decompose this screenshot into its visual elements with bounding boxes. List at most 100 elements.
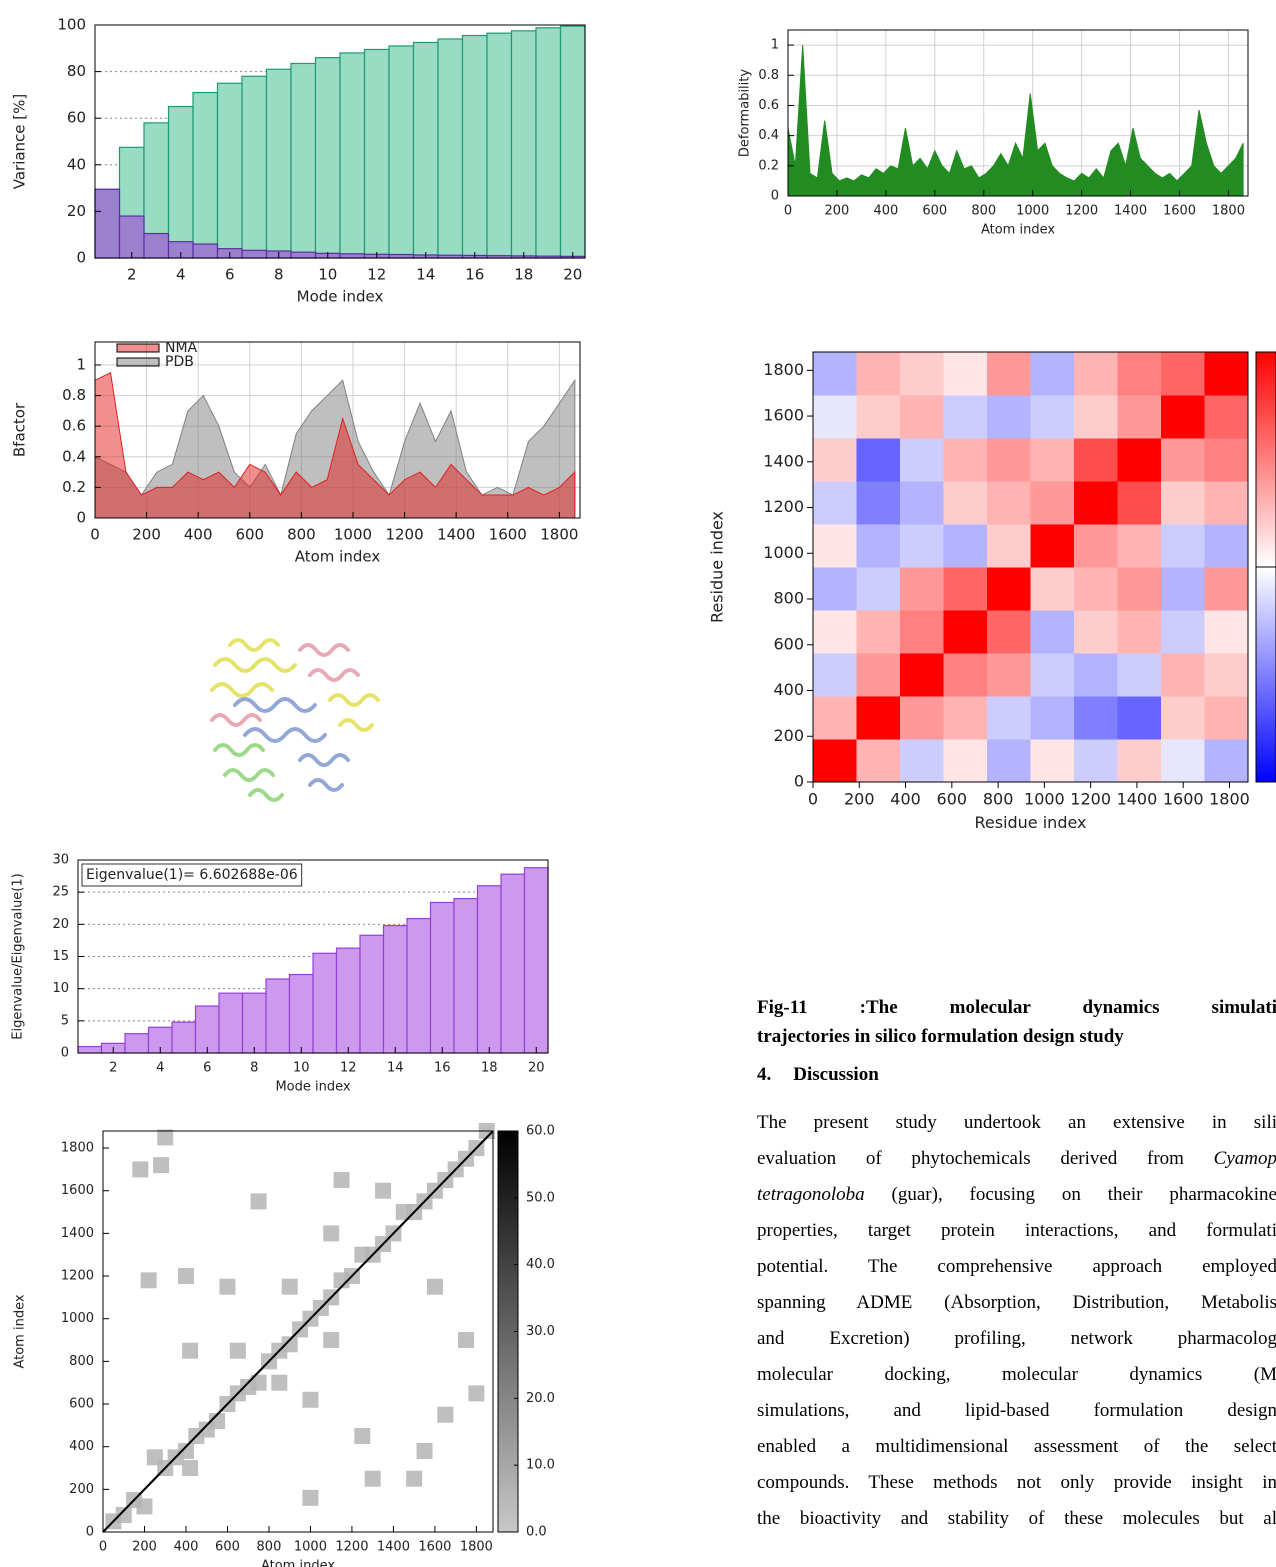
x-tick-label: 8: [274, 266, 284, 284]
heatmap-cell: [900, 567, 944, 611]
bar: [339, 253, 366, 259]
y-tick-label: 0: [86, 1525, 94, 1540]
point: [140, 1272, 157, 1289]
y-tick-label: 1400: [61, 1226, 94, 1241]
x-axis-label: Atom index: [261, 1558, 335, 1567]
text-line: properties, target protein interactions,…: [757, 1213, 1276, 1249]
y-tick-label: 20: [52, 917, 69, 932]
heatmap-cell: [1204, 739, 1249, 783]
colorbar-tick-label: 30.0: [526, 1324, 555, 1339]
heatmap-cell: [856, 653, 901, 697]
point: [468, 1385, 485, 1402]
text-line: simulations, and lipid-based formulation…: [757, 1393, 1276, 1429]
legend-label: PDB: [165, 354, 194, 370]
y-tick-label: 200: [69, 1482, 94, 1497]
x-tick-label: 1000: [294, 1540, 327, 1555]
x-tick-label: 12: [340, 1061, 357, 1076]
point: [458, 1332, 475, 1349]
species-name: tetragonoloba: [757, 1184, 865, 1205]
bar: [535, 27, 562, 259]
bar: [437, 38, 464, 259]
y-tick-label: 0: [76, 509, 86, 527]
point: [115, 1506, 132, 1523]
bar: [461, 34, 488, 259]
heatmap-cell: [987, 610, 1031, 654]
bar: [453, 897, 479, 1054]
heatmap-cell: [1074, 653, 1118, 697]
point: [146, 1449, 163, 1466]
plot-frame: [102, 1130, 494, 1533]
heatmap-cell: [1117, 481, 1162, 525]
y-tick-label: 1200: [763, 497, 804, 516]
heatmap-cell: [1161, 739, 1205, 783]
text: The present study undertook an extensive…: [757, 1112, 1276, 1133]
y-tick-label: 0: [771, 189, 779, 204]
x-tick-label: 20: [563, 266, 582, 284]
heatmap-cell: [813, 524, 857, 568]
heatmap-cell: [900, 653, 944, 697]
heatmap-cell: [943, 739, 988, 783]
x-tick-label: 200: [132, 526, 161, 544]
heatmap-cell: [900, 739, 944, 783]
x-tick-label: 0: [808, 790, 818, 809]
heatmap-cell: [1074, 352, 1118, 396]
x-tick-label: 2: [109, 1061, 117, 1076]
heatmap-cell: [987, 352, 1031, 396]
diagonal-line: [102, 1130, 494, 1533]
y-tick-label: 100: [57, 16, 86, 34]
bar: [314, 57, 341, 259]
bar: [412, 41, 439, 259]
bar: [124, 1033, 150, 1054]
heatmap-cell: [1117, 567, 1162, 611]
bar: [241, 992, 267, 1054]
x-tick-label: 6: [203, 1061, 211, 1076]
heatmap-cell: [1161, 438, 1205, 482]
plot-frame: [94, 24, 586, 259]
x-tick-label: 0: [99, 1540, 107, 1555]
y-tick-label: 800: [773, 589, 804, 608]
heatmap-cell: [1204, 653, 1249, 697]
y-tick-label: 1000: [763, 543, 804, 562]
point: [250, 1374, 267, 1391]
heatmap-cell: [900, 352, 944, 396]
heatmap-cell: [1204, 610, 1249, 654]
point: [182, 1460, 199, 1477]
heatmap-cell: [813, 481, 857, 525]
x-tick-label: 400: [174, 1540, 199, 1555]
heatmap-cell: [943, 395, 988, 439]
y-tick-label: 0.6: [62, 417, 86, 435]
heatmap-cell: [987, 395, 1031, 439]
heatmap-cell: [856, 739, 901, 783]
y-tick-label: 200: [773, 726, 804, 745]
section-title: Discussion: [793, 1064, 879, 1085]
heatmap-cell: [1074, 481, 1118, 525]
y-tick-label: 0: [794, 772, 804, 791]
x-axis-label: Residue index: [974, 813, 1086, 832]
x-tick-label: 400: [890, 790, 921, 809]
bar: [143, 232, 170, 259]
x-tick-label: 14: [416, 266, 435, 284]
point: [437, 1406, 454, 1423]
bar: [559, 25, 586, 259]
bar: [382, 925, 408, 1054]
bar: [218, 992, 244, 1054]
text: (guar), focusing on their pharmacokine: [864, 1184, 1276, 1205]
y-axis-label: Variance [%]: [11, 94, 29, 190]
y-tick-label: 1200: [61, 1269, 94, 1284]
text: molecular docking, molecular dynamics (M: [757, 1364, 1276, 1385]
heatmap-cell: [900, 610, 944, 654]
heatmap-cell: [856, 395, 901, 439]
point: [281, 1278, 298, 1295]
text: compounds. These methods not only provid…: [757, 1472, 1276, 1493]
heatmap-cell: [1074, 438, 1118, 482]
y-tick-label: 1: [771, 38, 779, 53]
x-tick-label: 18: [481, 1061, 498, 1076]
heatmap-cell: [1117, 653, 1162, 697]
heatmap-cell: [987, 481, 1031, 525]
x-tick-label: 20: [528, 1061, 545, 1076]
heatmap-cell: [813, 739, 857, 783]
heatmap-cell: [856, 567, 901, 611]
heatmap-cell: [1030, 352, 1075, 396]
heatmap-cell: [900, 395, 944, 439]
y-axis-label: Bfactor: [11, 402, 29, 457]
